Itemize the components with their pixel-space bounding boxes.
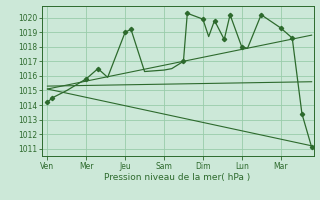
X-axis label: Pression niveau de la mer( hPa ): Pression niveau de la mer( hPa ): [104, 173, 251, 182]
